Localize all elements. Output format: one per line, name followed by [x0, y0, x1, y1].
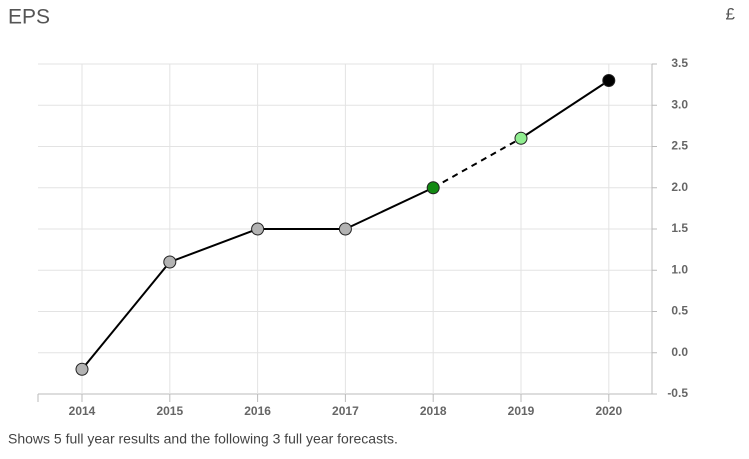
footnote: Shows 5 full year results and the follow…	[8, 431, 398, 447]
y-tick-label: 3.5	[671, 56, 688, 70]
data-point	[251, 222, 265, 236]
y-tick-label: 2.5	[671, 139, 688, 153]
x-tick-label: 2020	[595, 404, 622, 418]
x-tick-label: 2018	[420, 404, 447, 418]
currency: £	[726, 4, 736, 23]
line-segment	[520, 79, 610, 140]
y-tick-label: 2.0	[671, 180, 688, 194]
x-tick-label: 2016	[244, 404, 271, 418]
line-segment	[81, 261, 171, 370]
x-tick-label: 2015	[156, 404, 183, 418]
y-tick-label: 1.5	[671, 221, 688, 235]
y-tick-label: 1.0	[671, 262, 688, 276]
x-tick-label: 2017	[332, 404, 359, 418]
data-point	[514, 131, 528, 145]
data-point	[75, 362, 89, 376]
y-tick-label: 0.5	[671, 304, 688, 318]
data-point	[426, 181, 440, 195]
data-point	[338, 222, 352, 236]
line-segment	[344, 186, 434, 230]
x-tick-label: 2014	[69, 404, 96, 418]
line-segment	[169, 228, 258, 263]
x-tick-label: 2019	[508, 404, 535, 418]
line-segment	[432, 137, 522, 189]
chart-title: EPS	[8, 6, 50, 29]
y-tick-label: 3.0	[671, 97, 688, 111]
data-point	[163, 255, 177, 269]
y-tick-label: 0.0	[671, 345, 688, 359]
y-tick-label: -0.5	[667, 386, 688, 400]
data-point	[602, 74, 616, 87]
